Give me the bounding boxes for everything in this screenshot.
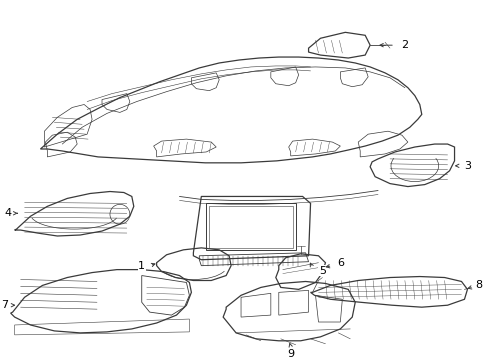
Text: 1: 1 [138, 261, 145, 271]
Text: 3: 3 [464, 161, 471, 171]
Text: 5: 5 [319, 266, 326, 276]
Text: 4: 4 [4, 208, 11, 218]
Text: 2: 2 [401, 40, 409, 50]
Text: 7: 7 [1, 300, 8, 310]
Text: 9: 9 [287, 348, 294, 359]
Text: 8: 8 [475, 280, 482, 291]
Text: 6: 6 [337, 258, 344, 268]
